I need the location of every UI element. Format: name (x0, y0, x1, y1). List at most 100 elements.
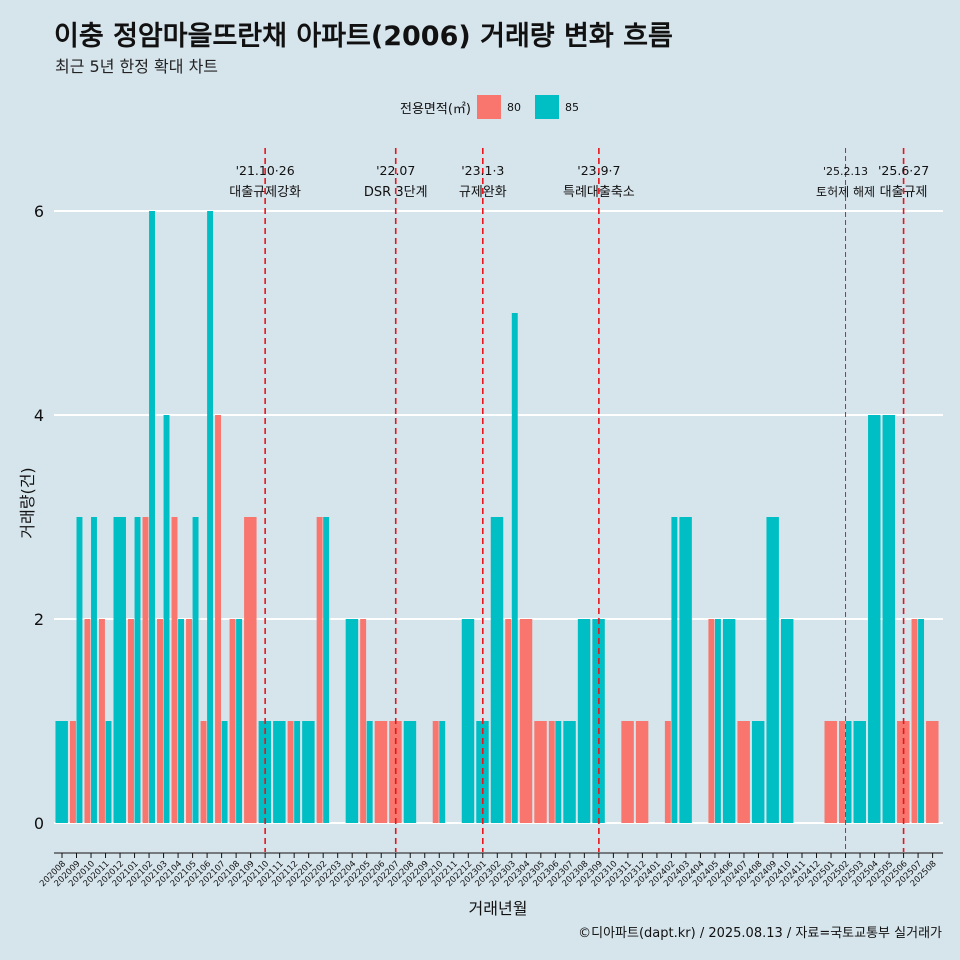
annotation-label: 규제완화 (459, 185, 507, 200)
bar-85-202403 (679, 517, 692, 823)
bar-80-202104 (171, 517, 178, 823)
annotation-date: '25.6·27 (878, 163, 929, 178)
chart-title: 이충 정암마을뜨란채 아파트(2006) 거래량 변화 흐름 (54, 21, 673, 52)
bar-85-202306 (555, 721, 562, 823)
bar-85-202503 (853, 721, 866, 823)
bar-85-202212 (461, 619, 475, 823)
legend-label-85: 85 (564, 100, 579, 114)
bar-85-202205 (366, 721, 373, 823)
bar-80-202407 (737, 721, 750, 823)
bar-85-202105 (192, 517, 199, 823)
bar-85-202208 (403, 721, 417, 823)
bar-80-202011 (99, 619, 105, 823)
bar-85-202307 (563, 721, 576, 823)
source-caption: ©디아파트(dapt.kr) / 2025.08.13 / 자료=국토교통부 실… (578, 926, 942, 941)
y-tick-label: 4 (34, 406, 44, 425)
bar-80-202303 (505, 619, 512, 823)
bar-80-202109 (244, 517, 257, 823)
bar-85-202210 (439, 721, 446, 823)
bar-80-202107 (215, 415, 222, 823)
bar-80-202311 (621, 721, 634, 823)
bar-layer (55, 211, 939, 823)
bar-85-202111 (273, 721, 286, 823)
bar-80-202508 (926, 721, 939, 823)
bar-80-202405 (708, 619, 715, 823)
annotation-date: '23.1·3 (461, 163, 504, 178)
bar-80-202304 (519, 619, 533, 823)
annotation-date: '25.2.13 (823, 165, 868, 178)
bar-80-202105 (186, 619, 192, 823)
bar-85-202408 (751, 721, 765, 823)
bar-85-202402 (671, 517, 678, 823)
bar-85-202108 (236, 619, 243, 823)
bar-85-202507 (918, 619, 925, 823)
bar-85-202201 (302, 721, 315, 823)
annotation-label: 대출규제강화 (229, 185, 301, 200)
bar-85-202106 (207, 211, 214, 823)
legend-label-80: 80 (506, 100, 521, 114)
bar-80-202108 (229, 619, 236, 823)
annotation-label: 특례대출축소 (563, 185, 635, 200)
bar-85-202409 (766, 517, 779, 823)
bar-85-202302 (490, 517, 504, 823)
bar-85-202502 (845, 721, 852, 823)
bar-85-202104 (178, 619, 185, 823)
bar-85-202505 (882, 415, 895, 823)
bar-80-202009 (69, 721, 76, 823)
legend-title: 전용면적(㎡) (400, 101, 471, 117)
bar-80-202205 (360, 619, 367, 823)
y-tick-label: 0 (34, 814, 44, 833)
bar-85-202405 (714, 619, 721, 823)
x-axis-label: 거래년월 (469, 899, 528, 918)
annotation-date: '22.07 (376, 163, 415, 178)
bar-80-202210 (432, 721, 439, 823)
bar-80-202112 (287, 721, 294, 823)
bar-85-202303 (511, 313, 518, 823)
bar-80-202103 (157, 619, 163, 823)
bar-80-202102 (142, 517, 149, 823)
y-tick-label: 2 (34, 610, 44, 629)
bar-85-202011 (105, 721, 112, 823)
bar-80-202501 (824, 721, 837, 823)
bar-85-202009 (76, 517, 83, 823)
legend: 전용면적(㎡) 80 85 (400, 94, 587, 120)
annotation-label: 토허제 해제 (816, 185, 875, 199)
bar-80-202106 (200, 721, 207, 823)
bar-85-202308 (577, 619, 591, 823)
bar-85-202102 (149, 211, 155, 823)
bar-80-202502 (839, 721, 845, 823)
bar-80-202010 (84, 619, 91, 823)
bar-80-202101 (128, 619, 134, 823)
bar-85-202504 (868, 415, 881, 823)
reference-lines-layer: '21.10·26 대출규제강화 '22.07 DSR 3단계 '23.1·3 규제완화 '… (229, 148, 929, 852)
bar-80-202507 (911, 619, 918, 823)
legend-key-85 (534, 95, 559, 119)
axis-layer: 2020082020092020102020112020122021012021… (38, 852, 943, 889)
bar-80-202305 (534, 721, 547, 823)
bar-85-202101 (134, 517, 141, 823)
bar-85-202410 (780, 619, 794, 823)
y-axis-label: 거래량(건) (18, 467, 37, 538)
legend-key-80 (476, 95, 501, 119)
bar-80-202202 (316, 517, 323, 823)
annotation-date: '21.10·26 (236, 163, 295, 178)
annotation-label: 대출규제 (880, 185, 928, 200)
bar-85-202107 (221, 721, 228, 823)
y-tick-label: 6 (34, 202, 44, 221)
chart-subtitle: 최근 5년 한정 확대 차트 (55, 57, 219, 76)
bar-85-202202 (323, 517, 330, 823)
bar-85-202204 (345, 619, 359, 823)
bar-85-202103 (163, 415, 170, 823)
annotation-date: '23.9·7 (577, 163, 620, 178)
bar-80-202402 (664, 721, 671, 823)
bar-80-202306 (548, 721, 555, 823)
bar-80-202206 (374, 721, 388, 823)
bar-85-202012 (113, 517, 126, 823)
bar-85-202010 (91, 517, 97, 823)
bar-85-202008 (55, 721, 68, 823)
annotation-label: DSR 3단계 (364, 185, 428, 200)
bar-85-202406 (722, 619, 736, 823)
bar-85-202112 (294, 721, 301, 823)
